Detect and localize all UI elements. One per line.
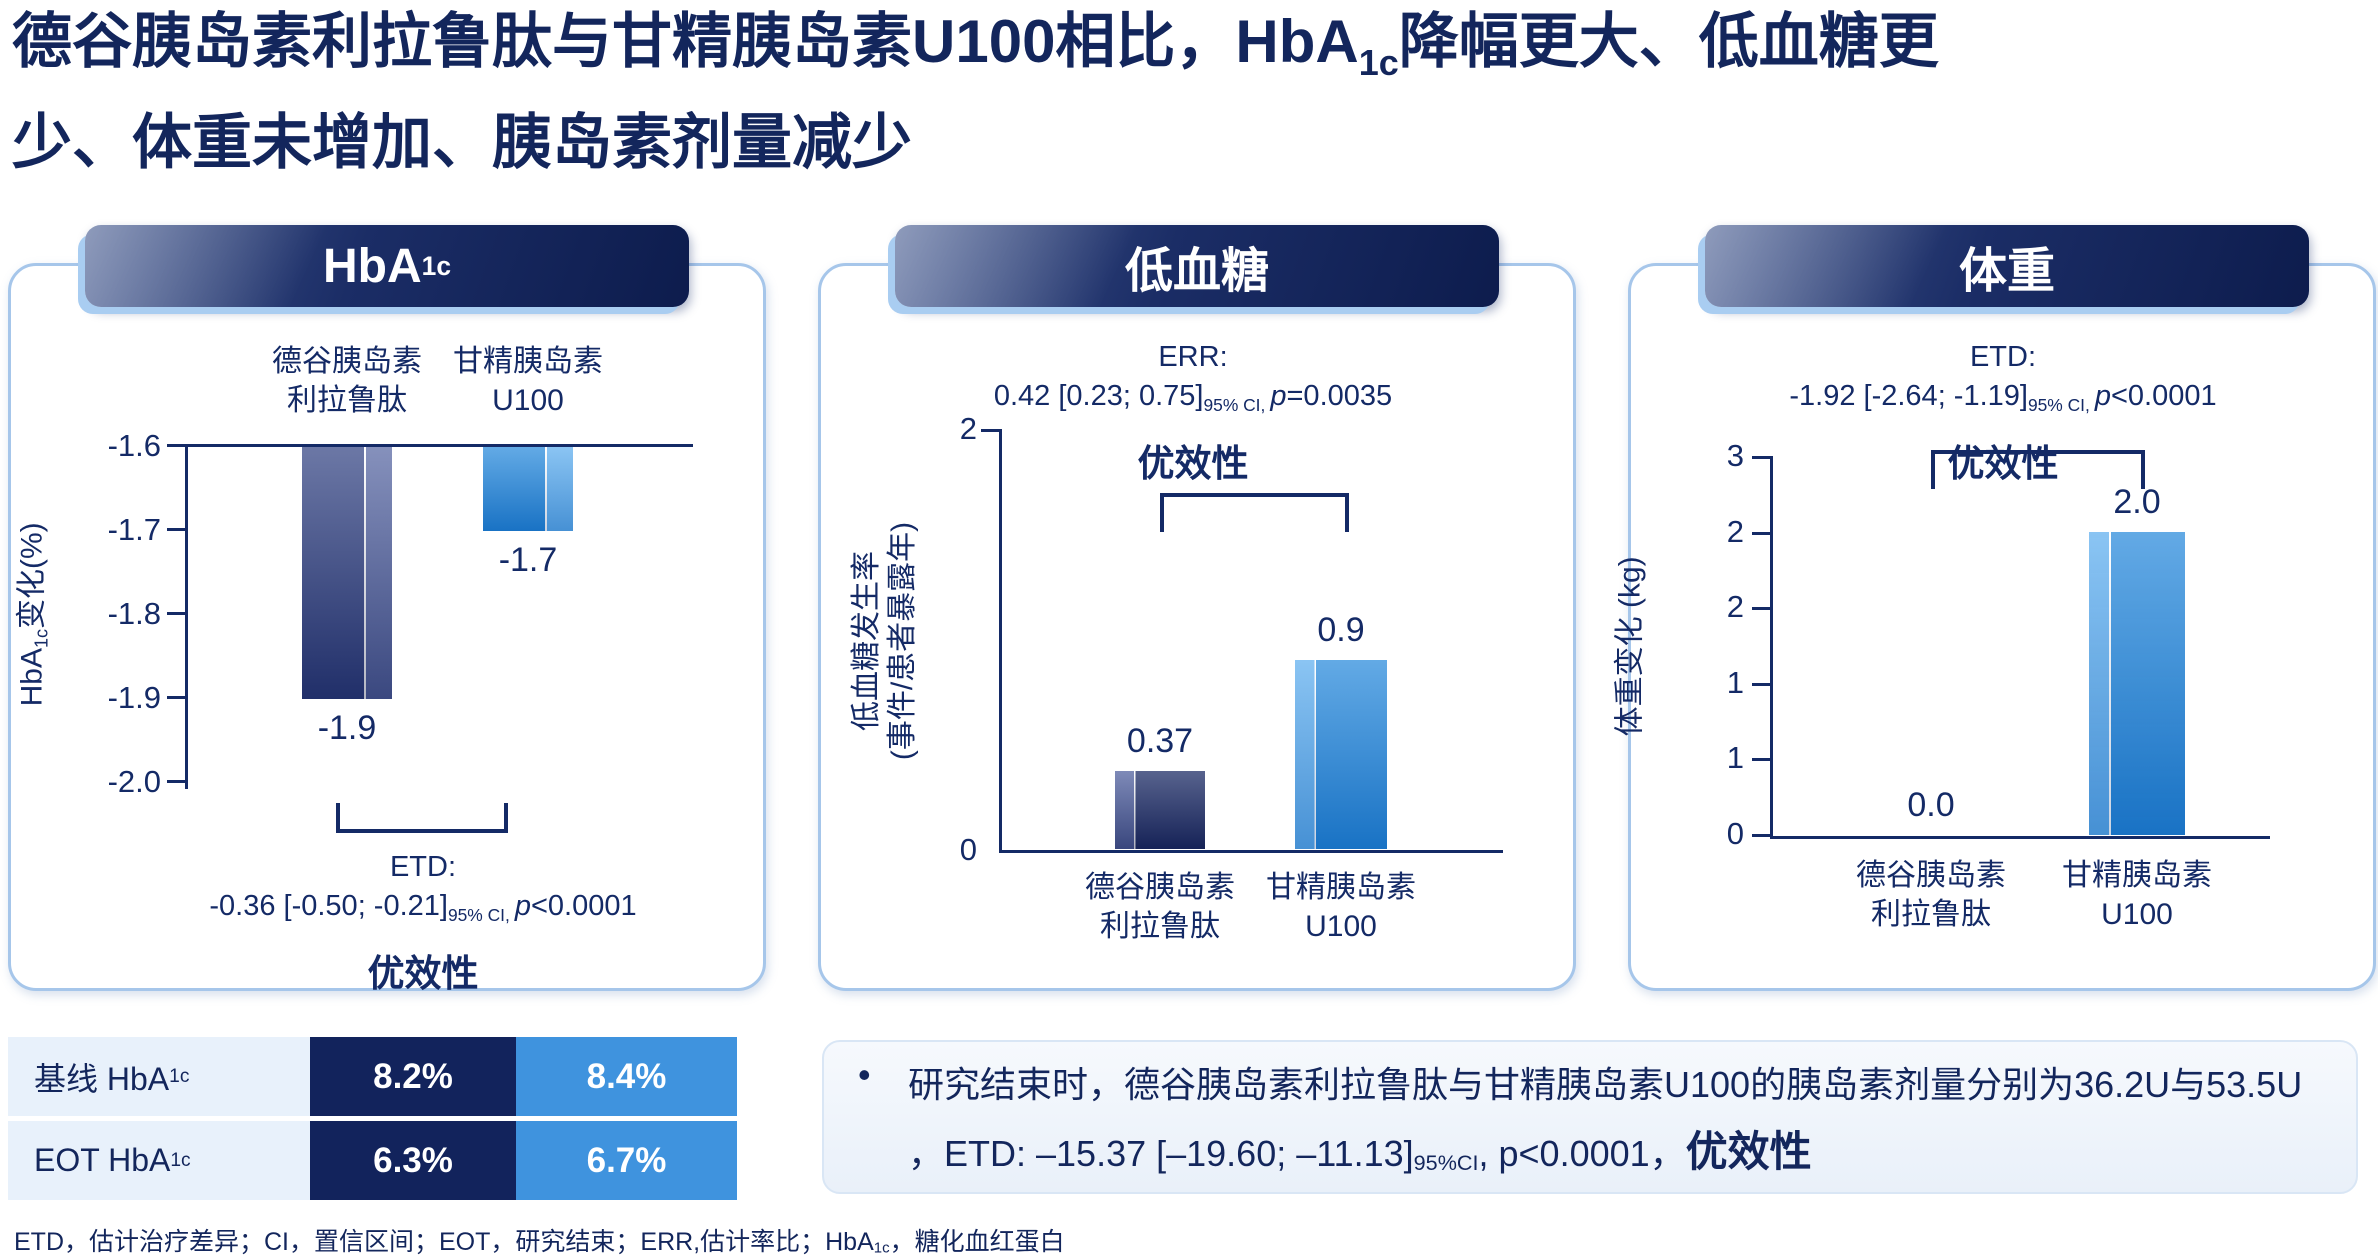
y-tick-label: 2: [959, 411, 977, 446]
bar-value-label: 0.37: [1126, 722, 1194, 761]
abbreviations-footnote: ETD，估计治疗差异；CI，置信区间；EOT，研究结束；ERR,估计率比；HbA…: [14, 1228, 1065, 1257]
page-title: 德谷胰岛素利拉鲁肽与甘精胰岛素U100相比，HbA1c降幅更大、低血糖更 少、体…: [12, 2, 2368, 183]
y-tick-label: 0: [1726, 816, 1744, 851]
bar-column-glargine: 0.9: [1295, 429, 1387, 849]
etd-value: -1.92 [-2.64; -1.19]95% CI, p<0.0001: [1789, 380, 2217, 416]
bar-ideglira: [302, 447, 392, 699]
insulin-dose-callout: • 研究结束时，德谷胰岛素利拉鲁肽与甘精胰岛素U100的胰岛素剂量分别为36.2…: [822, 1040, 2358, 1194]
bullet-marker: •: [858, 1054, 871, 1095]
table-cell-eot-glargine: 6.7%: [516, 1121, 737, 1200]
x-axis: [1770, 836, 2270, 839]
y-axis: [999, 429, 1002, 853]
y-tick-label: -1.6: [107, 428, 161, 463]
hba1c-summary-table: 基线 HbA 1c 8.2% 8.4% EOT HbA 1c 6.3% 6.7%: [8, 1037, 737, 1200]
y-axis-title-wrap: 低血糖发生率 (事件/患者暴露年): [839, 466, 931, 816]
table-cell-eot-ideglira: 6.3%: [310, 1121, 516, 1200]
panel-hypoglycemia-header: 低血糖: [895, 225, 1499, 307]
panel-hba1c: HbA 1c 德谷胰岛素 利拉鲁肽 甘精胰岛素 U100 -1.6 -1.7 -1…: [8, 225, 766, 994]
panel-weight-header: 体重: [1705, 225, 2309, 307]
superiority-note: 优效性: [367, 953, 479, 995]
bar-value-label: -1.9: [317, 709, 377, 747]
category-label-glargine: 甘精胰岛素 U100: [453, 345, 603, 417]
etd-value: -0.36 [-0.50; -0.21]95% CI, p<0.0001: [209, 890, 637, 926]
bar-glargine: [2089, 531, 2185, 835]
panel-hba1c-header: HbA 1c: [85, 225, 689, 307]
baseline-axis: [185, 444, 693, 447]
panel-hba1c-header-text: HbA: [322, 239, 422, 293]
superiority-note: 优效性: [1137, 443, 1249, 485]
bar-column-glargine: 2.0: [2089, 456, 2185, 835]
y-axis: [185, 444, 188, 789]
y-tick-label: -1.9: [107, 680, 161, 715]
comparison-bracket: [1931, 450, 2145, 489]
etd-label: ETD:: [389, 851, 457, 883]
bar-ideglira: [1115, 771, 1205, 849]
comparison-bracket: [336, 803, 508, 833]
y-tick-label: -2.0: [107, 764, 161, 799]
bar-value-label: -1.7: [498, 541, 558, 579]
superiority-note: 优效性: [1685, 1128, 1812, 1175]
table-row-label-baseline: 基线 HbA 1c: [8, 1037, 310, 1116]
table-cell-baseline-glargine: 8.4%: [516, 1037, 737, 1116]
y-tick-label: 1: [1726, 665, 1744, 700]
panel-weight-header-text: 体重: [1958, 245, 2055, 298]
bullet-line-2: ，ETD: –15.37 [–19.60; –11.13]95%CI, p<0.…: [908, 1128, 1812, 1176]
y-axis-title: 低血糖发生率 (事件/患者暴露年): [850, 521, 920, 761]
y-tick-label: 0: [959, 832, 977, 867]
y-axis: [1770, 456, 1773, 839]
panel-hba1c-header-sub: 1c: [421, 250, 451, 281]
panel-weight: 体重 ETD: -1.92 [-2.64; -1.19]95% CI, p<0.0…: [1614, 225, 2376, 991]
bar-column-ideglira: -1.9: [302, 447, 392, 783]
err-label: ERR:: [1158, 341, 1228, 373]
x-axis: [999, 850, 1503, 853]
category-label-ideglira: 德谷胰岛素 利拉鲁肽: [272, 345, 422, 417]
y-axis-title: HbA1c变化(%): [15, 521, 52, 707]
bar-column-ideglira: 0.37: [1115, 429, 1205, 849]
y-tick-label: 3: [1726, 438, 1744, 473]
bar-glargine: [1295, 660, 1387, 849]
comparison-bracket: [1160, 493, 1349, 532]
bar-value-label: 0.9: [1317, 611, 1365, 649]
table-row-label-eot: EOT HbA 1c: [8, 1121, 310, 1200]
bar-column-ideglira: 0.0: [1886, 456, 1976, 835]
category-label-ideglira: 德谷胰岛素 利拉鲁肽: [1856, 859, 2006, 931]
category-label-glargine: 甘精胰岛素 U100: [1266, 871, 1416, 943]
panel-hypoglycemia: 低血糖 ERR: 0.42 [0.23; 0.75]95% CI, p=0.003…: [818, 225, 1576, 991]
err-annotation: ERR: 0.42 [0.23; 0.75]95% CI, p=0.0035 优效…: [893, 338, 1493, 487]
bar-value-label: 0.0: [1907, 786, 1955, 824]
etd-label: ETD:: [1969, 341, 2037, 373]
etd-annotation: ETD: -0.36 [-0.50; -0.21]95% CI, p<0.0001…: [123, 848, 723, 997]
title-text-2: 降幅更大、低血糖更: [1398, 8, 1939, 75]
title-line-1: 德谷胰岛素利拉鲁肽与甘精胰岛素U100相比，HbA1c降幅更大、低血糖更: [12, 2, 2368, 103]
y-tick-label: 2: [1726, 514, 1744, 549]
y-tick-label: 1: [1726, 740, 1744, 775]
bar-column-glargine: -1.7: [483, 447, 573, 783]
y-tick-label: 2: [1726, 589, 1744, 624]
y-axis-title-wrap: HbA1c变化(%): [15, 446, 59, 782]
y-axis-title-wrap: 体重变化 (kg): [1613, 476, 1657, 816]
category-label-glargine: 甘精胰岛素 U100: [2062, 859, 2212, 931]
table-cell-baseline-ideglira: 8.2%: [310, 1037, 516, 1116]
title-line-2: 少、体重未增加、胰岛素剂量减少: [12, 103, 2368, 183]
err-value: 0.42 [0.23; 0.75]95% CI, p=0.0035: [993, 380, 1393, 416]
bullet-line-1: 研究结束时，德谷胰岛素利拉鲁肽与甘精胰岛素U100的胰岛素剂量分别为36.2U与…: [908, 1064, 2303, 1105]
title-text-3: 少、体重未增加、胰岛素剂量减少: [12, 108, 912, 176]
panel-hypoglycemia-header-text: 低血糖: [1124, 245, 1269, 298]
category-label-ideglira: 德谷胰岛素 利拉鲁肽: [1085, 871, 1235, 943]
y-axis-title: 体重变化 (kg): [1613, 556, 1647, 736]
bar-value-label: 2.0: [2113, 482, 2161, 521]
bar-glargine: [483, 447, 573, 531]
y-tick-label: -1.8: [107, 596, 161, 631]
title-subscript: 1c: [1358, 41, 1399, 83]
title-text: 德谷胰岛素利拉鲁肽与甘精胰岛素U100相比，HbA: [12, 8, 1359, 75]
y-tick-label: -1.7: [107, 512, 161, 547]
